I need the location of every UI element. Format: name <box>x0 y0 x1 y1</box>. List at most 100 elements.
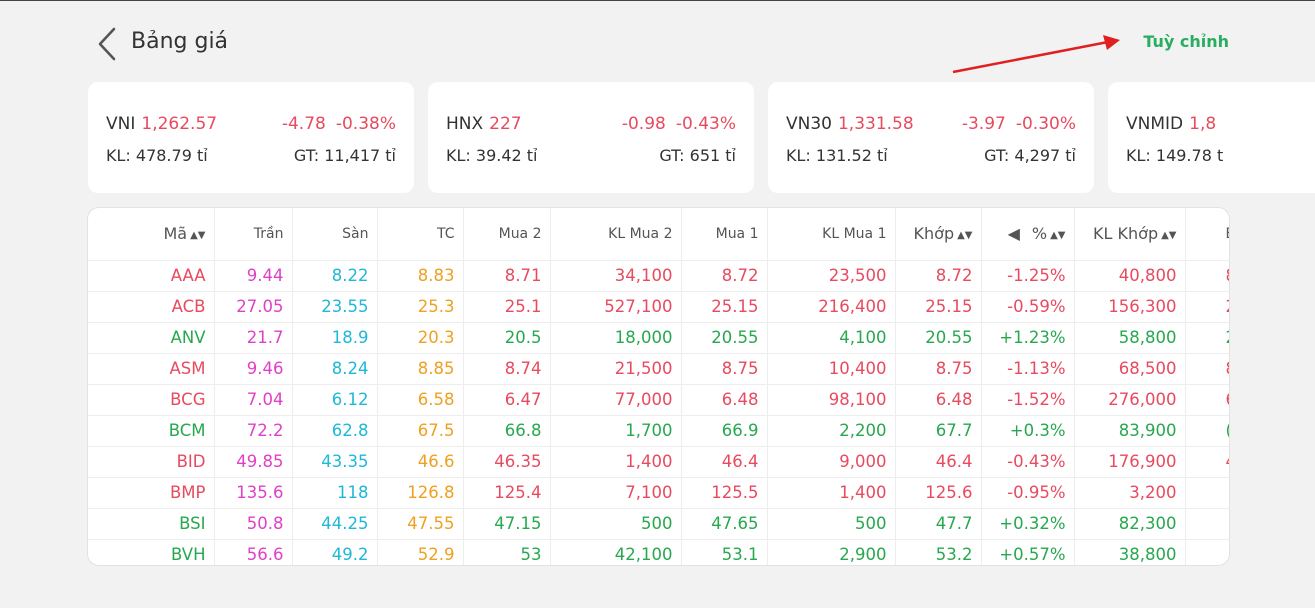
sort-icon[interactable]: ▲▼ <box>1161 230 1177 242</box>
index-card-vnmid[interactable]: VNMID 1,8 KL: 149.78 t <box>1108 82 1315 193</box>
cell-bid2: 25.1 <box>463 291 551 323</box>
index-card-line1: VNI 1,262.57 -4.78 -0.38% <box>106 114 396 134</box>
header-match[interactable]: Khớp ▲▼ <box>895 208 982 261</box>
index-change-value: -3.97 <box>961 114 1006 134</box>
cell-percent: -0.59% <box>981 291 1075 323</box>
cell-bid1-vol: 9,000 <box>767 446 896 478</box>
cell-match-vol: 58,800 <box>1074 322 1186 354</box>
index-card-line2: KL: 39.42 tỉ GT: 651 tỉ <box>446 146 736 165</box>
header-percent-label: % <box>1031 224 1048 244</box>
page-title: Bảng giá <box>131 29 229 54</box>
top-border <box>0 0 1315 1</box>
cell-match-vol: 82,300 <box>1074 508 1186 540</box>
cell-symbol: BMP <box>88 477 215 509</box>
table-row[interactable]: BMP 135.6 118 126.8 125.4 7,100 125.5 1,400 125.… <box>88 477 1229 509</box>
index-card-vn30[interactable]: VN30 1,331.58 -3.97 -0.30% KL: 131.52 tỉ G… <box>768 82 1094 193</box>
cell-floor: 43.35 <box>292 446 378 478</box>
cell-symbol: BSI <box>88 508 215 540</box>
cell-bid2: 8.71 <box>463 260 551 292</box>
cell-symbol: ASM <box>88 353 215 385</box>
table-row[interactable]: AAA 9.44 8.22 8.83 8.71 34,100 8.72 23,500 8.72-… <box>88 260 1229 292</box>
cell-match: 8.72 <box>895 260 982 292</box>
cell-match: 25.15 <box>895 291 982 323</box>
cell-symbol: ACB <box>88 291 215 323</box>
cell-match: 6.48 <box>895 384 982 416</box>
index-value: 1,8 <box>1189 114 1217 134</box>
index-card-vni[interactable]: VNI 1,262.57 -4.78 -0.38% KL: 478.79 tỉ GT… <box>88 82 414 193</box>
table-row[interactable]: BCG 7.04 6.12 6.58 6.47 77,000 6.48 98,100 6.48-… <box>88 384 1229 416</box>
index-change: -4.78 -0.38% <box>282 114 396 134</box>
table-row[interactable]: BSI 50.8 44.25 47.55 47.15 500 47.65 500 47.7 +0.… <box>88 508 1229 540</box>
index-change-percent: -0.38% <box>335 114 396 134</box>
cell-ref: 8.83 <box>377 260 464 292</box>
cell-bid2-vol: 500 <box>550 508 682 540</box>
sort-icon[interactable]: ▲▼ <box>1050 230 1066 242</box>
chevron-left-icon[interactable] <box>94 26 122 62</box>
cell-bid2: 47.15 <box>463 508 551 540</box>
index-change-percent: -0.43% <box>675 114 736 134</box>
cell-match: 20.55 <box>895 322 982 354</box>
price-board[interactable]: Mã ▲▼ Trần Sàn TC Mua 2 KL Mua 2 Mua 1 KL… <box>87 207 1230 566</box>
index-name: VN30 <box>786 114 832 134</box>
cell-bid1: 8.72 <box>681 260 768 292</box>
customize-link[interactable]: Tuỳ chỉnh <box>1143 32 1229 51</box>
index-card-line2: KL: 149.78 t <box>1126 146 1315 165</box>
index-card-hnx[interactable]: HNX 227 -0.98 -0.43% KL: 39.42 tỉ GT: 651 … <box>428 82 754 193</box>
cell-symbol: AAA <box>88 260 215 292</box>
table-row[interactable]: BVH 56.6 49.2 52.9 53 42,100 53.1 2,900 53.2 +0.5… <box>88 539 1229 565</box>
table-row[interactable]: BCM 72.2 62.8 67.5 66.8 1,700 66.9 2,200 67.7 +0.… <box>88 415 1229 447</box>
cell-floor: 118 <box>292 477 378 509</box>
table-row[interactable]: ANV 21.7 18.9 20.3 20.5 18,000 20.55 4,100 20.55… <box>88 322 1229 354</box>
cell-bid2-vol: 77,000 <box>550 384 682 416</box>
cell-extra <box>1185 539 1229 565</box>
header-extra: B <box>1185 208 1229 261</box>
sort-icon[interactable]: ▲▼ <box>190 230 206 242</box>
table-row[interactable]: BID 49.85 43.35 46.6 46.35 1,400 46.4 9,000 46.4… <box>88 446 1229 478</box>
header-match-vol[interactable]: KL Khớp ▲▼ <box>1074 208 1186 261</box>
index-cards-row[interactable]: VNI 1,262.57 -4.78 -0.38% KL: 478.79 tỉ GT… <box>88 82 1315 194</box>
index-value-traded: GT: 4,297 tỉ <box>984 146 1076 165</box>
cell-symbol: ANV <box>88 322 215 354</box>
header-percent[interactable]: ◀% ▲▼ <box>981 208 1075 261</box>
price-table: Mã ▲▼ Trần Sàn TC Mua 2 KL Mua 2 Mua 1 KL… <box>88 208 1229 565</box>
cell-bid1-vol: 216,400 <box>767 291 896 323</box>
index-volume: KL: 149.78 t <box>1126 146 1224 165</box>
header-bid2-vol: KL Mua 2 <box>550 208 682 261</box>
cell-ceiling: 9.46 <box>214 353 293 385</box>
index-card-line1: VNMID 1,8 <box>1126 114 1315 134</box>
cell-percent: -1.52% <box>981 384 1075 416</box>
header-symbol[interactable]: Mã ▲▼ <box>88 208 215 261</box>
cell-extra: 6 <box>1185 384 1229 416</box>
cell-bid2-vol: 1,700 <box>550 415 682 447</box>
table-row[interactable]: ASM 9.46 8.24 8.85 8.74 21,500 8.75 10,400 8.75-… <box>88 353 1229 385</box>
cell-ref: 25.3 <box>377 291 464 323</box>
cell-floor: 6.12 <box>292 384 378 416</box>
cell-bid1-vol: 2,200 <box>767 415 896 447</box>
cell-extra <box>1185 477 1229 509</box>
cell-bid2-vol: 527,100 <box>550 291 682 323</box>
cell-bid1-vol: 500 <box>767 508 896 540</box>
cell-match: 8.75 <box>895 353 982 385</box>
header-ceiling: Trần <box>214 208 293 261</box>
cell-symbol: BVH <box>88 539 215 565</box>
cell-bid2: 20.5 <box>463 322 551 354</box>
cell-ceiling: 135.6 <box>214 477 293 509</box>
cell-floor: 8.24 <box>292 353 378 385</box>
cell-percent: -0.95% <box>981 477 1075 509</box>
cell-bid1-vol: 4,100 <box>767 322 896 354</box>
cell-ceiling: 49.85 <box>214 446 293 478</box>
table-row[interactable]: ACB 27.05 23.55 25.3 25.1 527,100 25.15 216,400… <box>88 291 1229 323</box>
cell-bid2: 125.4 <box>463 477 551 509</box>
sort-icon[interactable]: ▲▼ <box>957 230 973 242</box>
index-value-traded: GT: 651 tỉ <box>659 146 736 165</box>
cell-bid2-vol: 42,100 <box>550 539 682 565</box>
cell-bid2-vol: 18,000 <box>550 322 682 354</box>
caret-left-icon[interactable]: ◀ <box>1007 224 1020 244</box>
cell-ceiling: 27.05 <box>214 291 293 323</box>
cell-ceiling: 50.8 <box>214 508 293 540</box>
index-volume: KL: 131.52 tỉ <box>786 146 888 165</box>
header-bid1-vol: KL Mua 1 <box>767 208 896 261</box>
cell-ref: 46.6 <box>377 446 464 478</box>
cell-match-vol: 68,500 <box>1074 353 1186 385</box>
index-card-line1: HNX 227 -0.98 -0.43% <box>446 114 736 134</box>
